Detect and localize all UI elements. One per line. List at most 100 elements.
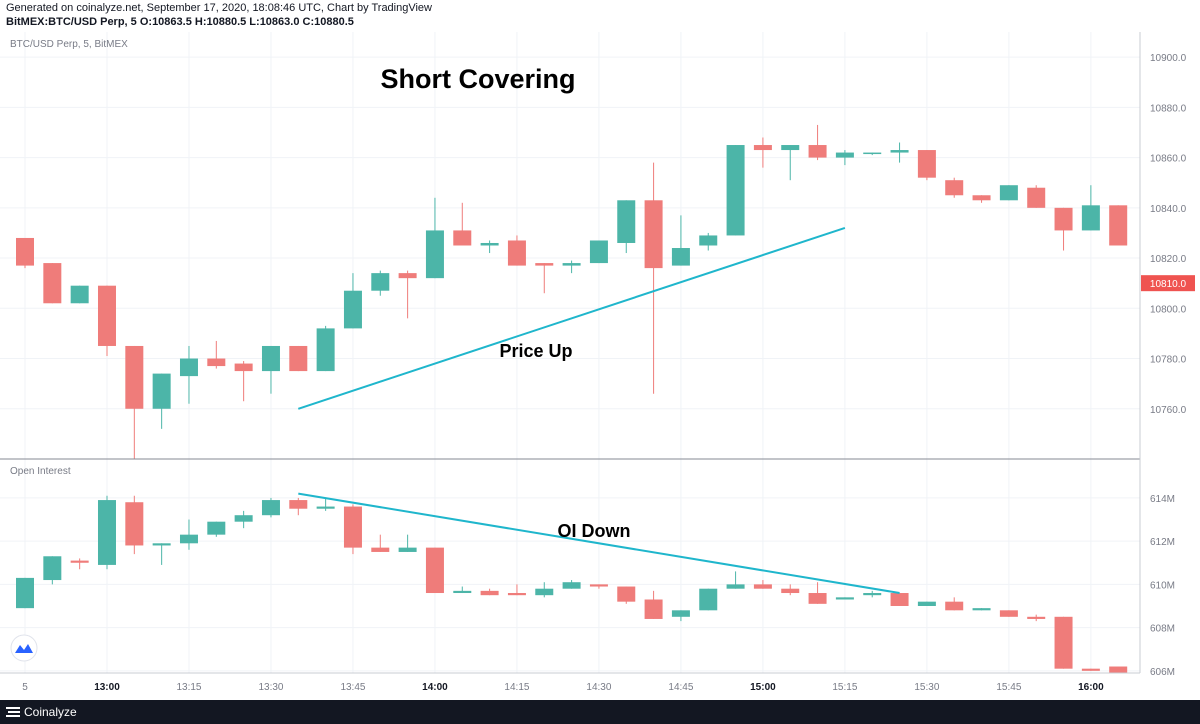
oi-candle [562, 580, 581, 589]
x-tick-label: 14:45 [668, 682, 693, 693]
oi-candle [316, 497, 335, 511]
price-candle [179, 345, 198, 404]
x-tick-label: 14:15 [504, 682, 529, 693]
oi-candle-body [97, 500, 116, 565]
price-candle-body [125, 345, 144, 409]
oi-candle [425, 547, 444, 594]
oi-candle [207, 521, 226, 537]
oi-candle-body [1054, 616, 1073, 669]
price-candle-body [999, 185, 1018, 201]
oi-y-tick-label: 606M [1150, 667, 1175, 678]
price-candle-body [453, 230, 472, 246]
price-y-tick-label: 10860.0 [1150, 154, 1187, 165]
oi-candle [808, 582, 827, 604]
x-tick-label: 15:45 [996, 682, 1021, 693]
oi-candle [398, 534, 417, 552]
price-candle [125, 345, 144, 459]
oi-candle-body [152, 543, 171, 546]
coinalyze-logo-icon [6, 707, 20, 717]
oi-candle [863, 590, 882, 598]
oi-candle-body [1109, 666, 1128, 673]
last-price-label: 10810.0 [1150, 279, 1187, 290]
oi-candle-body [316, 506, 335, 509]
price-candle-body [480, 242, 499, 246]
oi-candle-body [726, 584, 745, 589]
footer-bar: Coinalyze [0, 700, 1200, 724]
oi-candle [644, 590, 663, 619]
x-tick-label: 16:00 [1078, 682, 1104, 693]
price-candle [507, 235, 526, 266]
oi-trendline [298, 492, 900, 595]
price-candle-body [726, 145, 745, 236]
price-candle [261, 345, 280, 394]
price-pane-label: BTC/USD Perp, 5, BitMEX [10, 39, 128, 50]
price-candle-body [207, 358, 226, 367]
oi-candle [999, 610, 1018, 617]
oi-candle-body [890, 593, 909, 606]
oi-candle-body [589, 584, 608, 587]
price-candle [480, 240, 499, 254]
oi-candle [97, 495, 116, 570]
oi-candle [535, 582, 554, 598]
oi-candle-body [535, 588, 554, 596]
x-tick-label: 15:15 [832, 682, 857, 693]
tradingview-logo[interactable] [10, 634, 38, 662]
price-candle [1027, 185, 1046, 208]
x-tick-label: 13:30 [258, 682, 283, 693]
last-price-tag-bg [1141, 275, 1195, 292]
price-candle [945, 177, 964, 198]
price-candle-body [152, 373, 171, 409]
price-trendline [297, 226, 846, 410]
oi-candle [125, 495, 144, 555]
oi-candle-body [289, 500, 308, 509]
trendlines [297, 226, 900, 595]
oi-candle-body [617, 586, 636, 602]
oi-candle [1027, 614, 1046, 622]
oi-candle [917, 601, 936, 606]
x-tick-label: 13:00 [94, 682, 120, 693]
price-candle-body [644, 200, 663, 269]
symbol-ohlc: BitMEX:BTC/USD Perp, 5 O:10863.5 H:10880… [6, 16, 354, 28]
x-tick-label: 13:15 [176, 682, 201, 693]
oi-candle-body [1027, 616, 1046, 619]
price-candle [371, 270, 390, 296]
oi-candle [507, 584, 526, 596]
trading-chart[interactable]: 10900.0 10880.0 10860.0 10840.0 10820.0 10800… [0, 32, 1200, 700]
tradingview-logo-icon [15, 644, 33, 653]
price-candle-body [507, 240, 526, 266]
price-candle [1109, 205, 1128, 246]
price-candle [671, 215, 690, 266]
price-candle-body [808, 145, 827, 158]
oi-y-tick-label: 610M [1150, 580, 1175, 591]
price-candle [234, 361, 253, 402]
price-candle [835, 150, 854, 166]
oi-candle [671, 610, 690, 622]
oi-candle [234, 510, 253, 529]
oi-candle [1081, 668, 1100, 671]
price-candle-body [316, 328, 335, 372]
price-candle-body [671, 248, 690, 266]
oi-candle-body [753, 584, 772, 589]
price-candle [152, 373, 171, 429]
price-candle [425, 197, 444, 279]
time-scale[interactable]: 5 13:00 13:15 13:30 13:45 14:00 14:15 14:30 14:4… [22, 682, 1104, 693]
oi-candle-body [261, 500, 280, 516]
oi-candle-body [207, 521, 226, 535]
oi-candle [453, 586, 472, 594]
oi-candle-body [644, 599, 663, 619]
price-candle-body [261, 345, 280, 372]
price-candle-body [97, 285, 116, 346]
price-candle [863, 152, 882, 156]
price-scale[interactable]: 10900.0 10880.0 10860.0 10840.0 10820.0 10800… [1150, 53, 1187, 678]
price-candle-body [699, 235, 718, 246]
x-tick-label: 15:00 [750, 682, 776, 693]
oi-candle-body [999, 610, 1018, 617]
price-candle [453, 202, 472, 246]
oi-candle [343, 504, 362, 555]
oi-candle [617, 586, 636, 604]
oi-candle [1109, 666, 1128, 673]
oi-candles [16, 495, 1128, 673]
oi-candle [972, 608, 991, 611]
price-y-tick-label: 10760.0 [1150, 405, 1187, 416]
oi-candle [753, 580, 772, 589]
